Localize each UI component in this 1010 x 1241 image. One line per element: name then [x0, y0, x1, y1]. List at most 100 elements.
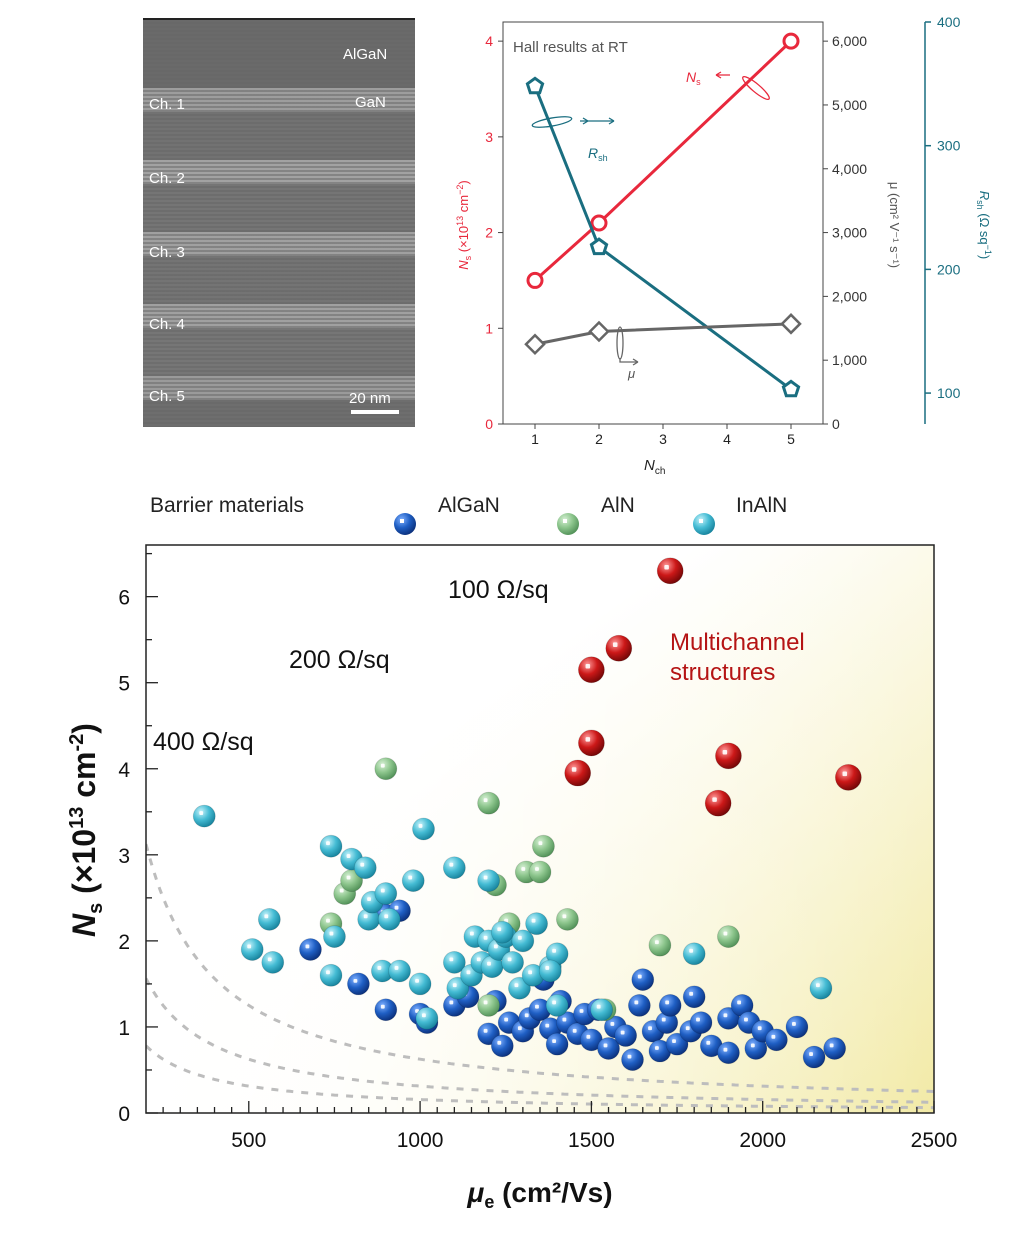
scatter-point-algan [374, 998, 398, 1022]
main-x-tick-label: 1500 [568, 1129, 615, 1152]
hall-point-rsh [525, 76, 545, 95]
scatter-point-aln [717, 925, 740, 948]
scatter-point-inaln [508, 976, 531, 1000]
hall-ns-ellipse-icon [742, 76, 770, 100]
hall-results-chart: Hall results at RT 1 2 3 4 5 0 1 2 3 4 0 1,000 2,0… [455, 14, 993, 477]
legend-item-algan: AlGaN [394, 494, 500, 535]
scatter-point-inaln [682, 942, 706, 966]
hall-x-axis-label: Nch [644, 457, 665, 477]
scatter-point-algan [717, 1006, 740, 1030]
tem-channel-label-5: Ch. 5 [149, 388, 185, 405]
multichannel-annotation-line-2: structures [670, 659, 775, 686]
tem-channel-label-3: Ch. 3 [149, 244, 185, 261]
hall-series-line-2 [534, 322, 792, 346]
scatter-point-algan [528, 998, 552, 1022]
hall-plot-frame [502, 21, 824, 425]
hall-right-tick-label: 100 [937, 385, 961, 401]
multichannel-annotation: Multichannel structures [670, 629, 811, 686]
legend-item-aln: AlN [557, 494, 635, 535]
scatter-point-inaln [261, 950, 285, 974]
scatter-point-algan [689, 1011, 713, 1035]
scatter-point-algan [665, 1032, 689, 1056]
tem-layer-band [143, 376, 415, 400]
scatter-point-inaln [377, 907, 401, 931]
hall-point-rsh [589, 237, 609, 256]
hall-left-tick-label: 4 [485, 33, 493, 49]
hall-point-ns [590, 214, 608, 232]
legend-label-algan: AlGaN [438, 494, 500, 517]
scatter-point-algan [802, 1045, 826, 1069]
hall-left-tick-label: 1 [485, 320, 493, 336]
scatter-point-inaln [319, 963, 343, 987]
scatter-point-aln [477, 994, 501, 1017]
scatter-point-inaln [374, 882, 398, 905]
hall-rsh-arrow-icon [580, 117, 615, 125]
multichannel-annotation-line-1: Multichannel [670, 629, 805, 656]
scatter-point-multichannel [577, 656, 605, 684]
hall-mid-tick-label: 5,000 [832, 97, 867, 113]
hall-series-line-0 [533, 40, 793, 282]
hall-ns-annotation: Ns [686, 69, 701, 87]
tem-micrograph: AlGaN GaN Ch. 1 Ch. 2 Ch. 3 Ch. 4 Ch. 5 … [143, 18, 415, 427]
scatter-point-inaln [538, 959, 562, 983]
legend-label-inaln: InAlN [736, 494, 787, 517]
scatter-point-inaln [809, 976, 833, 1000]
scatter-point-algan [682, 985, 706, 1009]
main-y-tick-label: 5 [118, 673, 130, 696]
hall-point-rsh [781, 379, 801, 398]
scatter-point-inaln [511, 929, 535, 953]
tem-scale-bar [351, 410, 399, 414]
scatter-point-algan [717, 1041, 740, 1065]
scatter-point-inaln [442, 950, 466, 974]
tem-layer-band [143, 160, 415, 184]
iso-label-200: 200 Ω/sq [289, 646, 390, 674]
main-y-tick-label: 6 [118, 587, 130, 610]
main-x-tick-label: 500 [231, 1129, 266, 1152]
hall-point-mu [524, 333, 546, 356]
hall-mid-tick-label: 0 [832, 416, 840, 432]
scatter-point-inaln [257, 907, 281, 931]
tem-channel-label-2: Ch. 2 [149, 170, 185, 187]
scatter-point-multichannel [834, 763, 862, 791]
scatter-point-algan [823, 1037, 847, 1060]
hall-chart-title: Hall results at RT [513, 39, 628, 56]
scatter-point-aln [648, 933, 672, 957]
main-y-axis-label: Ns (×1013 cm-2) [66, 723, 107, 937]
hall-mid-tick-label: 1,000 [832, 352, 867, 368]
main-y-tick-label: 2 [118, 931, 130, 954]
scatter-point-algan [597, 1037, 620, 1060]
hall-mid-axis-label: μ (cm² V⁻¹ s⁻¹) [887, 182, 902, 268]
main-x-tick-label: 2000 [739, 1129, 786, 1152]
scatter-point-inaln [412, 817, 435, 841]
hall-mid-tick-label: 6,000 [832, 33, 867, 49]
main-y-tick-label: 3 [118, 845, 130, 868]
scatter-point-multichannel [564, 759, 592, 787]
hall-right-tick-label: 400 [937, 14, 961, 30]
hall-x-tick-label: 5 [787, 431, 795, 447]
hall-point-mu [780, 313, 802, 335]
scatter-point-inaln [323, 925, 346, 948]
main-y-tick-label: 4 [118, 759, 130, 782]
hall-rsh-annotation: Rsh [588, 145, 608, 163]
scatter-point-aln [556, 907, 579, 931]
scatter-point-multichannel [577, 729, 605, 757]
hall-point-ns [526, 271, 544, 289]
hall-point-ns [782, 32, 800, 50]
scatter-point-inaln [501, 950, 524, 974]
scatter-point-inaln [401, 869, 425, 893]
tem-layer-band [143, 304, 415, 328]
tem-layer-band [143, 20, 415, 88]
scatter-point-aln [374, 757, 398, 781]
scatter-point-algan [658, 994, 682, 1017]
scatter-point-inaln [192, 804, 216, 828]
legend-title: Barrier materials [150, 494, 304, 517]
scatter-point-algan [785, 1015, 809, 1039]
scatter-point-inaln [415, 1006, 439, 1030]
hall-x-tick-label: 1 [531, 431, 539, 447]
main-x-tick-label: 2500 [911, 1129, 958, 1152]
scatter-point-aln [532, 834, 555, 858]
tem-label-algan: AlGaN [343, 46, 388, 63]
scatter-point-inaln [446, 976, 470, 1000]
tem-channel-label-4: Ch. 4 [149, 316, 185, 333]
tem-layer-band [143, 232, 415, 256]
